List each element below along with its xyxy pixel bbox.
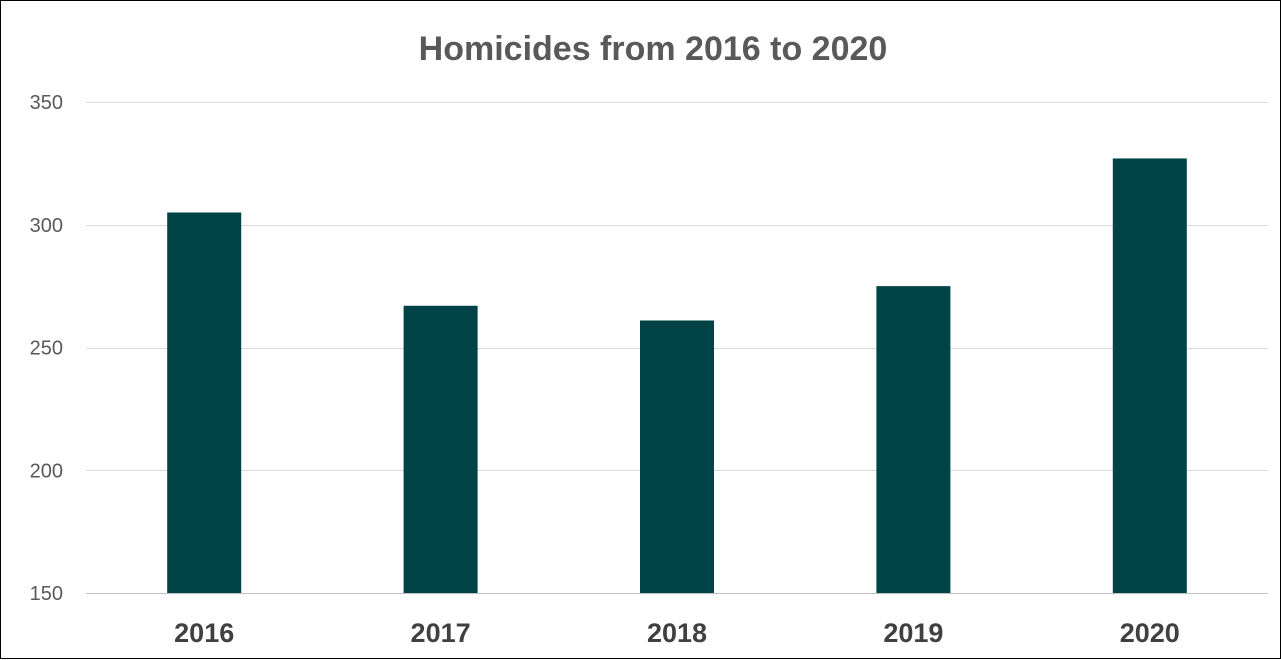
y-axis-ticks: 150 200 250 300 350 xyxy=(30,92,63,605)
bar-2018 xyxy=(640,320,714,593)
bar-2017 xyxy=(403,305,478,593)
x-tick-label: 2016 xyxy=(174,618,234,648)
y-tick-label: 300 xyxy=(30,215,63,237)
y-tick-label: 150 xyxy=(30,583,63,605)
x-tick-label: 2019 xyxy=(883,618,943,648)
x-tick-label: 2020 xyxy=(1120,618,1180,648)
bars xyxy=(167,158,1187,593)
bar-2016 xyxy=(167,212,242,593)
chart-title: Homicides from 2016 to 2020 xyxy=(419,30,888,68)
bar-2019 xyxy=(876,286,951,593)
x-tick-label: 2017 xyxy=(411,618,471,648)
y-tick-label: 250 xyxy=(30,338,63,360)
y-tick-label: 350 xyxy=(30,92,63,114)
y-tick-label: 200 xyxy=(30,460,63,482)
x-tick-label: 2018 xyxy=(647,618,707,648)
bar-2020 xyxy=(1112,158,1187,593)
x-axis-ticks: 2016 2017 2018 2019 2020 xyxy=(174,618,1180,648)
